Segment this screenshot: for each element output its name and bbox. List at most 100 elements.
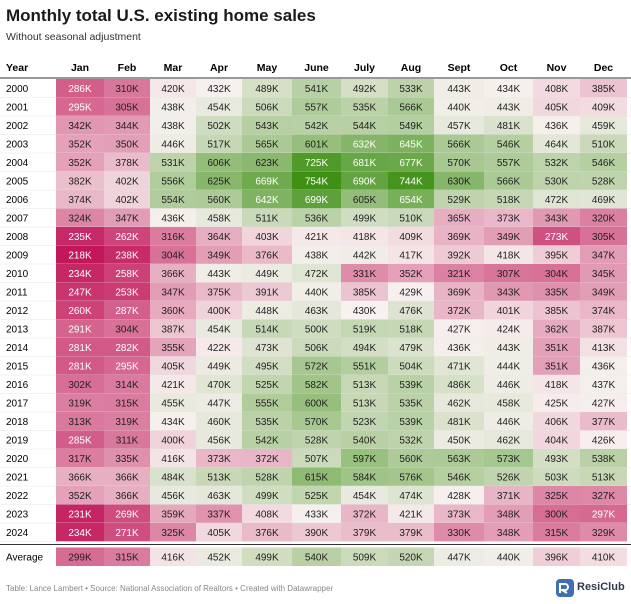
table-row: 2012 260K 287K 360K 400K 448K 463K 430K 476K 372K… — [6, 301, 627, 320]
row-label: 2000 — [6, 84, 29, 95]
heat-cell — [104, 227, 150, 246]
cell-value: 327K — [592, 491, 616, 502]
cell-value: 402K — [115, 176, 139, 187]
heat-cell — [434, 547, 484, 566]
heat-cell — [242, 375, 292, 394]
heat-cell — [56, 116, 104, 135]
cell-value: 499K — [255, 491, 279, 502]
heat-cell — [56, 97, 104, 116]
cell-value: 437K — [592, 380, 616, 391]
cell-value: 335K — [545, 287, 569, 298]
row-label: 2023 — [6, 509, 29, 520]
cell-value: 452K — [207, 552, 231, 563]
cell-value: 234K — [68, 269, 92, 280]
heat-cell — [388, 338, 434, 357]
heat-cell — [292, 412, 341, 431]
cell-value: 344K — [115, 121, 139, 132]
table-row: 2023 231K 269K 359K 337K 408K 433K 372K 421K 373K… — [6, 504, 627, 523]
table-row: 2011 247K 253K 347K 375K 391K 440K 385K 429K 369K… — [6, 282, 627, 301]
row-label: 2012 — [6, 306, 29, 317]
heat-cell — [434, 79, 484, 98]
cell-value: 299K — [68, 552, 92, 563]
cell-value: 625K — [207, 176, 231, 187]
heat-cell — [533, 449, 580, 468]
cell-value: 319K — [68, 398, 92, 409]
cell-value: 304K — [161, 250, 185, 261]
cell-value: 432K — [207, 84, 231, 95]
column-header-year: Year — [6, 62, 28, 74]
heat-cell — [56, 504, 104, 523]
heat-cell — [533, 190, 580, 209]
cell-value: 262K — [115, 232, 139, 243]
cell-value: 443K — [207, 269, 231, 280]
row-label: 2001 — [6, 102, 29, 113]
heat-cell — [341, 467, 388, 486]
cell-value: 440K — [305, 287, 329, 298]
cell-value: 349K — [207, 250, 231, 261]
table-row: 2024 234K 271K 325K 405K 376K 390K 379K 379K 330K… — [6, 523, 627, 542]
heat-cell — [292, 264, 341, 283]
heat-cell — [434, 356, 484, 375]
heat-cell — [533, 264, 580, 283]
heat-cell — [434, 338, 484, 357]
heat-cell — [388, 356, 434, 375]
heat-cell — [292, 301, 341, 320]
cell-value: 538K — [592, 454, 616, 465]
cell-value: 535K — [255, 417, 279, 428]
table-row: 2002 342K 344K 438K 502K 543K 542K 544K 549K 457K… — [6, 116, 627, 135]
heat-cell — [56, 282, 104, 301]
cell-value: 572K — [305, 361, 329, 372]
cell-value: 486K — [447, 380, 471, 391]
heat-cell — [434, 116, 484, 135]
heat-cell — [341, 504, 388, 523]
cell-value: 258K — [115, 269, 139, 280]
cell-value: 645K — [399, 139, 423, 150]
cell-value: 539K — [399, 380, 423, 391]
cell-value: 287K — [115, 306, 139, 317]
cell-value: 510K — [399, 213, 423, 224]
heat-cell — [580, 134, 627, 153]
row-label: 2004 — [6, 158, 29, 169]
heat-cell — [150, 375, 196, 394]
heat-cell — [580, 245, 627, 264]
cell-value: 330K — [447, 528, 471, 539]
heat-cell — [150, 208, 196, 227]
heat-cell — [388, 171, 434, 190]
cell-value: 438K — [161, 102, 185, 113]
heat-cell — [388, 449, 434, 468]
cell-value: 459K — [592, 121, 616, 132]
heat-cell — [242, 547, 292, 566]
cell-value: 518K — [497, 195, 521, 206]
cell-value: 479K — [399, 343, 423, 354]
heat-cell — [533, 319, 580, 338]
heat-cell — [388, 97, 434, 116]
cell-value: 331K — [353, 269, 377, 280]
heat-cell — [56, 245, 104, 264]
cell-value: 433K — [305, 509, 329, 520]
heat-cell — [150, 486, 196, 505]
cell-value: 438K — [161, 121, 185, 132]
heat-cell — [341, 282, 388, 301]
cell-value: 535K — [399, 398, 423, 409]
heat-cell — [341, 319, 388, 338]
heat-cell — [580, 338, 627, 357]
heat-cell — [242, 134, 292, 153]
heat-cell — [341, 412, 388, 431]
heat-cell — [56, 79, 104, 98]
cell-value: 494K — [353, 343, 377, 354]
cell-value: 260K — [68, 306, 92, 317]
heat-cell — [388, 134, 434, 153]
heat-cell — [533, 208, 580, 227]
heat-cell — [341, 547, 388, 566]
heat-cell — [292, 486, 341, 505]
cell-value: 348K — [497, 509, 521, 520]
cell-value: 291K — [68, 324, 92, 335]
cell-value: 355K — [161, 343, 185, 354]
cell-value: 462K — [447, 398, 471, 409]
cell-value: 630K — [447, 176, 471, 187]
row-label: Average — [6, 552, 44, 563]
cell-value: 421K — [305, 232, 329, 243]
heat-cell — [56, 338, 104, 357]
cell-value: 317K — [68, 454, 92, 465]
table-row: 2021 366K 366K 484K 513K 528K 615K 584K 576K 546K… — [6, 467, 627, 486]
